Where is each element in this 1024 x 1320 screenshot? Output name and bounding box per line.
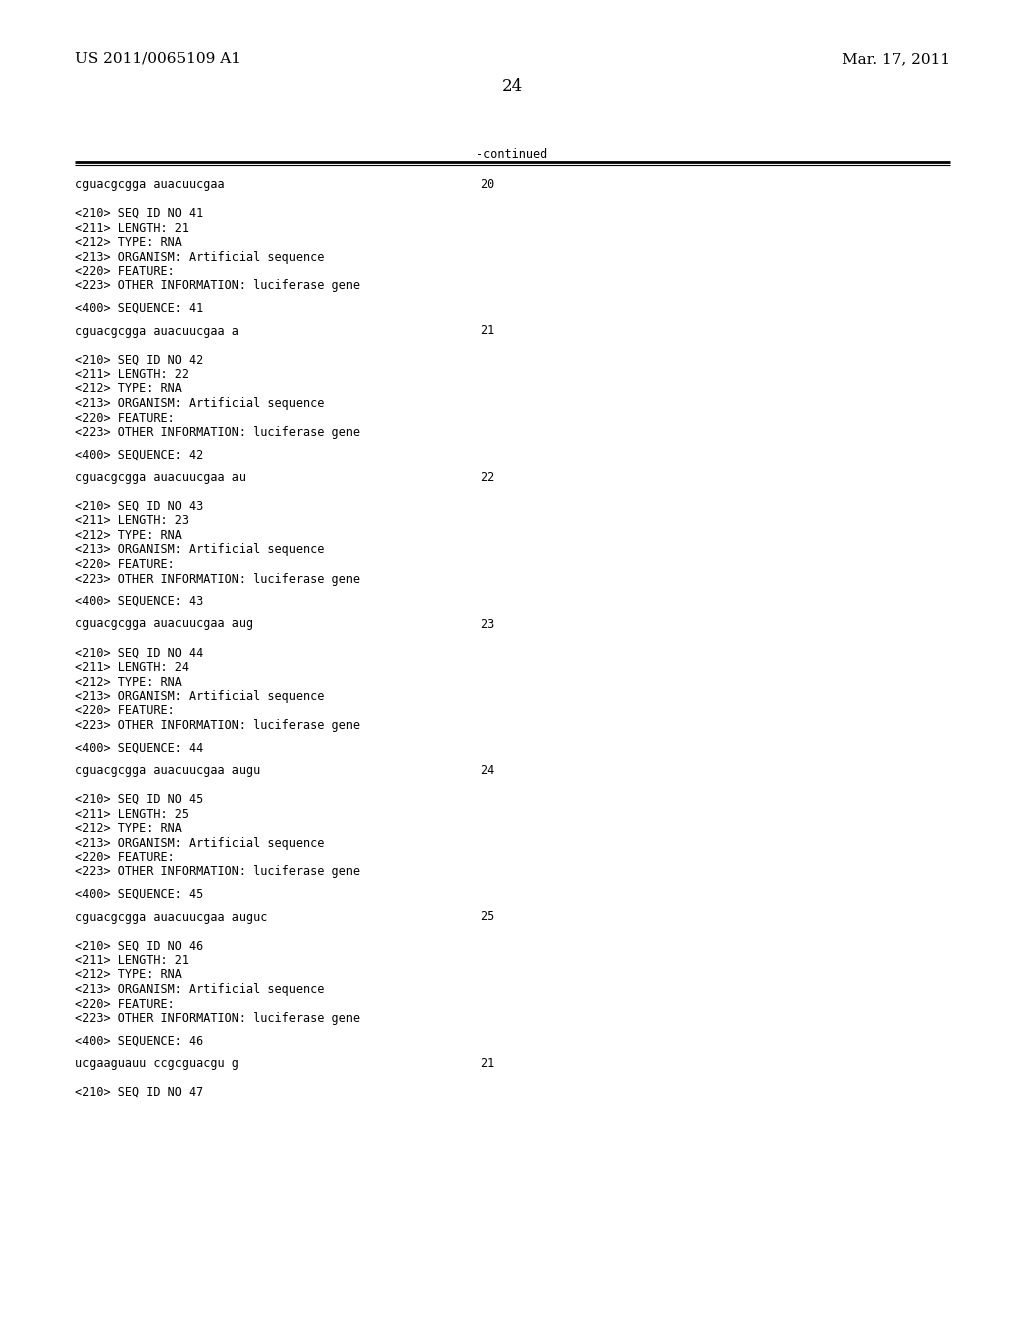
Text: ucgaaguauu ccgcguacgu g: ucgaaguauu ccgcguacgu g — [75, 1057, 239, 1071]
Text: <213> ORGANISM: Artificial sequence: <213> ORGANISM: Artificial sequence — [75, 983, 325, 997]
Text: US 2011/0065109 A1: US 2011/0065109 A1 — [75, 51, 241, 66]
Text: cguacgcgga auacuucgaa a: cguacgcgga auacuucgaa a — [75, 325, 239, 338]
Text: cguacgcgga auacuucgaa: cguacgcgga auacuucgaa — [75, 178, 224, 191]
Text: <400> SEQUENCE: 41: <400> SEQUENCE: 41 — [75, 302, 203, 315]
Text: <220> FEATURE:: <220> FEATURE: — [75, 412, 175, 425]
Text: <223> OTHER INFORMATION: luciferase gene: <223> OTHER INFORMATION: luciferase gene — [75, 280, 360, 293]
Text: 24: 24 — [480, 764, 495, 777]
Text: cguacgcgga auacuucgaa au: cguacgcgga auacuucgaa au — [75, 471, 246, 484]
Text: <400> SEQUENCE: 44: <400> SEQUENCE: 44 — [75, 742, 203, 755]
Text: <220> FEATURE:: <220> FEATURE: — [75, 998, 175, 1011]
Text: <223> OTHER INFORMATION: luciferase gene: <223> OTHER INFORMATION: luciferase gene — [75, 573, 360, 586]
Text: <210> SEQ ID NO 41: <210> SEQ ID NO 41 — [75, 207, 203, 220]
Text: <400> SEQUENCE: 46: <400> SEQUENCE: 46 — [75, 1035, 203, 1048]
Text: <212> TYPE: RNA: <212> TYPE: RNA — [75, 236, 182, 249]
Text: 21: 21 — [480, 1057, 495, 1071]
Text: <212> TYPE: RNA: <212> TYPE: RNA — [75, 383, 182, 396]
Text: <213> ORGANISM: Artificial sequence: <213> ORGANISM: Artificial sequence — [75, 544, 325, 557]
Text: cguacgcgga auacuucgaa aug: cguacgcgga auacuucgaa aug — [75, 618, 253, 631]
Text: <210> SEQ ID NO 44: <210> SEQ ID NO 44 — [75, 647, 203, 660]
Text: <223> OTHER INFORMATION: luciferase gene: <223> OTHER INFORMATION: luciferase gene — [75, 719, 360, 733]
Text: <400> SEQUENCE: 42: <400> SEQUENCE: 42 — [75, 449, 203, 462]
Text: 24: 24 — [502, 78, 522, 95]
Text: <210> SEQ ID NO 42: <210> SEQ ID NO 42 — [75, 354, 203, 367]
Text: <220> FEATURE:: <220> FEATURE: — [75, 558, 175, 572]
Text: <211> LENGTH: 24: <211> LENGTH: 24 — [75, 661, 189, 675]
Text: <211> LENGTH: 23: <211> LENGTH: 23 — [75, 515, 189, 528]
Text: <223> OTHER INFORMATION: luciferase gene: <223> OTHER INFORMATION: luciferase gene — [75, 426, 360, 440]
Text: <211> LENGTH: 25: <211> LENGTH: 25 — [75, 808, 189, 821]
Text: 20: 20 — [480, 178, 495, 191]
Text: Mar. 17, 2011: Mar. 17, 2011 — [842, 51, 950, 66]
Text: <213> ORGANISM: Artificial sequence: <213> ORGANISM: Artificial sequence — [75, 837, 325, 850]
Text: <223> OTHER INFORMATION: luciferase gene: <223> OTHER INFORMATION: luciferase gene — [75, 1012, 360, 1026]
Text: <220> FEATURE:: <220> FEATURE: — [75, 851, 175, 865]
Text: <210> SEQ ID NO 47: <210> SEQ ID NO 47 — [75, 1086, 203, 1100]
Text: 23: 23 — [480, 618, 495, 631]
Text: <213> ORGANISM: Artificial sequence: <213> ORGANISM: Artificial sequence — [75, 690, 325, 704]
Text: <211> LENGTH: 21: <211> LENGTH: 21 — [75, 954, 189, 968]
Text: <400> SEQUENCE: 43: <400> SEQUENCE: 43 — [75, 595, 203, 609]
Text: <220> FEATURE:: <220> FEATURE: — [75, 705, 175, 718]
Text: 21: 21 — [480, 325, 495, 338]
Text: 25: 25 — [480, 911, 495, 924]
Text: cguacgcgga auacuucgaa augu: cguacgcgga auacuucgaa augu — [75, 764, 260, 777]
Text: <210> SEQ ID NO 46: <210> SEQ ID NO 46 — [75, 940, 203, 953]
Text: <220> FEATURE:: <220> FEATURE: — [75, 265, 175, 279]
Text: <212> TYPE: RNA: <212> TYPE: RNA — [75, 969, 182, 982]
Text: -continued: -continued — [476, 148, 548, 161]
Text: <211> LENGTH: 22: <211> LENGTH: 22 — [75, 368, 189, 381]
Text: <211> LENGTH: 21: <211> LENGTH: 21 — [75, 222, 189, 235]
Text: cguacgcgga auacuucgaa auguc: cguacgcgga auacuucgaa auguc — [75, 911, 267, 924]
Text: <210> SEQ ID NO 43: <210> SEQ ID NO 43 — [75, 500, 203, 513]
Text: <212> TYPE: RNA: <212> TYPE: RNA — [75, 676, 182, 689]
Text: <213> ORGANISM: Artificial sequence: <213> ORGANISM: Artificial sequence — [75, 251, 325, 264]
Text: 22: 22 — [480, 471, 495, 484]
Text: <223> OTHER INFORMATION: luciferase gene: <223> OTHER INFORMATION: luciferase gene — [75, 866, 360, 879]
Text: <212> TYPE: RNA: <212> TYPE: RNA — [75, 529, 182, 543]
Text: <212> TYPE: RNA: <212> TYPE: RNA — [75, 822, 182, 836]
Text: <400> SEQUENCE: 45: <400> SEQUENCE: 45 — [75, 888, 203, 902]
Text: <210> SEQ ID NO 45: <210> SEQ ID NO 45 — [75, 793, 203, 807]
Text: <213> ORGANISM: Artificial sequence: <213> ORGANISM: Artificial sequence — [75, 397, 325, 411]
